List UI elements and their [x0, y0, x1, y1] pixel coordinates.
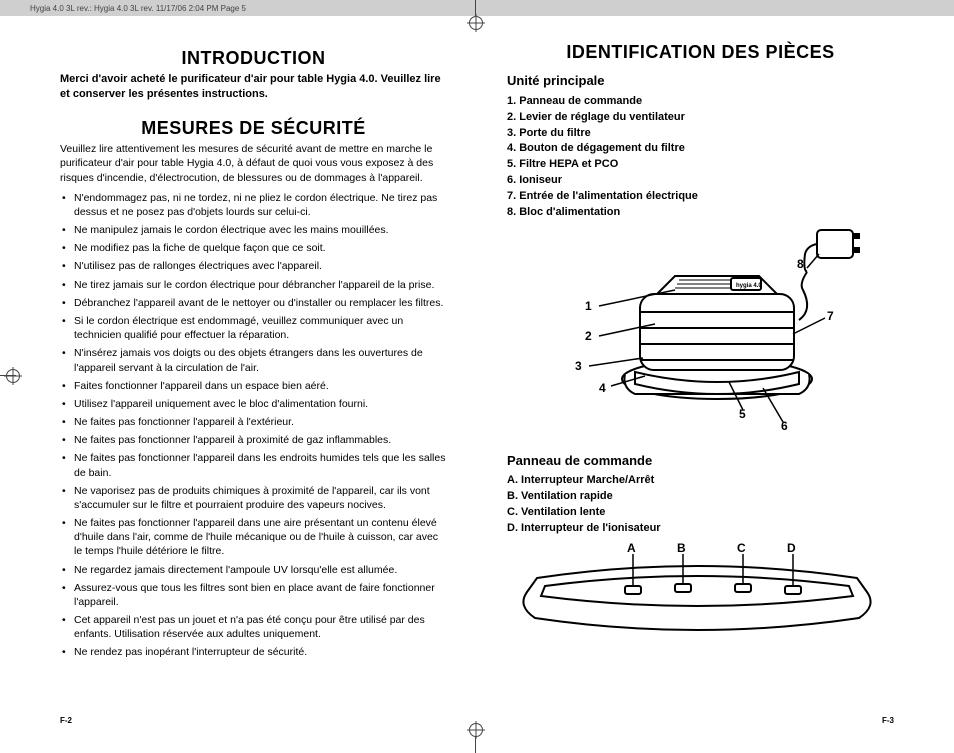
callout-2: 2 [585, 328, 592, 344]
device-illustration: hygia 4.0 [507, 224, 887, 434]
part-item: 6. Ioniseur [507, 173, 894, 188]
left-column: INTRODUCTION Merci d'avoir acheté le pur… [60, 40, 447, 713]
parts-list-panel: A. Interrupteur Marche/ArrêtB. Ventilati… [507, 473, 894, 535]
panel-illustration [507, 542, 887, 642]
callout-b: B [677, 540, 686, 556]
safety-item: Ne vaporisez pas de produits chimiques à… [74, 484, 447, 512]
page: Hygia 4.0 3L rev.: Hygia 4.0 3L rev. 11/… [0, 0, 954, 753]
content-area: INTRODUCTION Merci d'avoir acheté le pur… [60, 40, 894, 713]
safety-item: Ne tirez jamais sur le cordon électrique… [74, 278, 447, 292]
crop-target-icon [469, 723, 483, 737]
panel-item: C. Ventilation lente [507, 505, 894, 520]
crop-mark [475, 737, 476, 753]
safety-item: N'utilisez pas de rallonges électriques … [74, 259, 447, 273]
safety-item: Ne faites pas fonctionner l'appareil dan… [74, 451, 447, 479]
safety-list: N'endommagez pas, ni ne tordez, ni ne pl… [60, 191, 447, 660]
page-number-right: F-3 [882, 716, 894, 725]
callout-4: 4 [599, 380, 606, 396]
part-item: 4. Bouton de dégagement du filtre [507, 141, 894, 156]
crop-target-icon [469, 16, 483, 30]
right-column: IDENTIFICATION DES PIÈCES Unité principa… [507, 40, 894, 713]
parts-list-main: 1. Panneau de commande2. Levier de régla… [507, 94, 894, 220]
safety-item: Ne modifiez pas la fiche de quelque faço… [74, 241, 447, 255]
heading-identification: IDENTIFICATION DES PIÈCES [507, 40, 894, 64]
crop-target-icon [6, 369, 20, 383]
callout-6: 6 [781, 418, 788, 434]
safety-item: Ne faites pas fonctionner l'appareil à p… [74, 433, 447, 447]
part-item: 5. Filtre HEPA et PCO [507, 157, 894, 172]
safety-item: N'insérez jamais vos doigts ou des objet… [74, 346, 447, 374]
panel-item: A. Interrupteur Marche/Arrêt [507, 473, 894, 488]
callout-8: 8 [797, 256, 804, 272]
safety-lead: Veuillez lire attentivement les mesures … [60, 142, 447, 185]
svg-text:hygia 4.0: hygia 4.0 [736, 283, 762, 289]
callout-a: A [627, 540, 636, 556]
callout-c: C [737, 540, 746, 556]
safety-item: Débranchez l'appareil avant de le nettoy… [74, 296, 447, 310]
heading-safety: MESURES DE SÉCURITÉ [60, 116, 447, 140]
safety-item: Ne faites pas fonctionner l'appareil dan… [74, 516, 447, 559]
safety-item: Utilisez l'appareil uniquement avec le b… [74, 397, 447, 411]
safety-item: Ne manipulez jamais le cordon électrique… [74, 223, 447, 237]
safety-item: Ne rendez pas inopérant l'interrupteur d… [74, 645, 447, 659]
diagram-main-unit: hygia 4.0 1 2 3 [507, 224, 887, 434]
print-header: Hygia 4.0 3L rev.: Hygia 4.0 3L rev. 11/… [0, 0, 954, 16]
part-item: 2. Levier de réglage du ventilateur [507, 110, 894, 125]
part-item: 7. Entrée de l'alimentation électrique [507, 189, 894, 204]
crop-mark [0, 375, 16, 376]
subhead-main-unit: Unité principale [507, 72, 894, 90]
part-item: 1. Panneau de commande [507, 94, 894, 109]
safety-item: Cet appareil n'est pas un jouet et n'a p… [74, 613, 447, 641]
part-item: 3. Porte du filtre [507, 126, 894, 141]
intro-paragraph: Merci d'avoir acheté le purificateur d'a… [60, 72, 447, 102]
callout-3: 3 [575, 358, 582, 374]
heading-introduction: INTRODUCTION [60, 46, 447, 70]
safety-item: Ne faites pas fonctionner l'appareil à l… [74, 415, 447, 429]
panel-item: B. Ventilation rapide [507, 489, 894, 504]
panel-item: D. Interrupteur de l'ionisateur [507, 521, 894, 536]
safety-item: Assurez-vous que tous les filtres sont b… [74, 581, 447, 609]
safety-item: Si le cordon électrique est endommagé, v… [74, 314, 447, 342]
page-number-left: F-2 [60, 716, 72, 725]
diagram-control-panel: A B C D [507, 542, 887, 642]
callout-1: 1 [585, 298, 592, 314]
callout-7: 7 [827, 308, 834, 324]
callout-5: 5 [739, 406, 746, 422]
safety-item: N'endommagez pas, ni ne tordez, ni ne pl… [74, 191, 447, 219]
callout-d: D [787, 540, 796, 556]
part-item: 8. Bloc d'alimentation [507, 205, 894, 220]
subhead-control-panel: Panneau de commande [507, 452, 894, 470]
safety-item: Faites fonctionner l'appareil dans un es… [74, 379, 447, 393]
safety-item: Ne regardez jamais directement l'ampoule… [74, 563, 447, 577]
print-meta: Hygia 4.0 3L rev.: Hygia 4.0 3L rev. 11/… [30, 4, 246, 13]
